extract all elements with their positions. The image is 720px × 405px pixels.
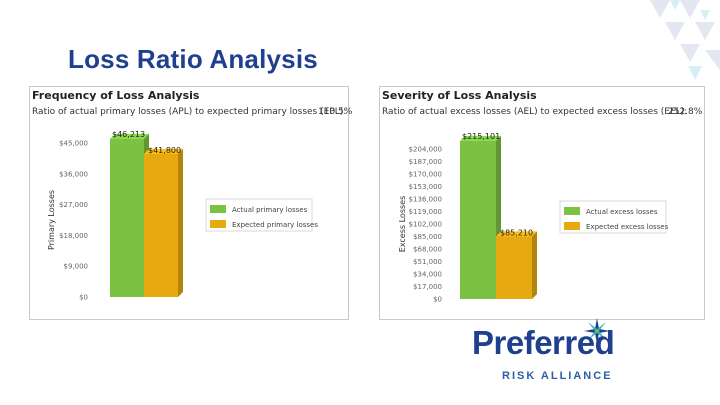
data-label: $85,210 (500, 228, 533, 237)
y-tick-label: $119,000 (409, 208, 442, 216)
y-tick-label: $68,000 (413, 246, 442, 254)
y-tick-label: $17,000 (413, 283, 442, 291)
y-tick-label: $102,000 (409, 221, 442, 229)
chart-title: Severity of Loss Analysis (382, 89, 537, 102)
frequency-chart-panel: Frequency of Loss Analysis Ratio of actu… (29, 86, 353, 320)
data-label: $46,213 (112, 130, 145, 139)
chart-legend: Actual primary losses Expected primary lo… (205, 198, 318, 232)
y-tick-label: $187,000 (409, 158, 442, 166)
y-axis-label: Excess Losses (398, 196, 407, 252)
y-tick-label: $85,000 (413, 233, 442, 241)
compass-star-icon (584, 318, 610, 344)
y-tick-label: $34,000 (413, 271, 442, 279)
legend-label: Actual excess losses (586, 208, 658, 216)
y-tick-label: $18,000 (59, 232, 88, 240)
legend-swatch (564, 222, 580, 230)
severity-chart-panel: Severity of Loss Analysis Ratio of actua… (379, 86, 705, 320)
data-label: $215,101 (462, 132, 500, 141)
y-tick-label: $153,000 (409, 183, 442, 191)
legend-swatch (564, 207, 580, 215)
y-axis-label: Primary Losses (47, 190, 56, 250)
bar-actual (460, 135, 501, 299)
y-tick-label: $170,000 (409, 171, 442, 179)
y-tick-label: $136,000 (409, 196, 442, 204)
y-tick-label: $51,000 (413, 258, 442, 266)
ratio-value: 110.5% (318, 107, 353, 117)
logo-tagline: RISK ALLIANCE (502, 370, 613, 382)
y-tick-label: $204,000 (409, 146, 442, 154)
frequency-bar-chart: $0 $9,000 $18,000 $27,000 $36,000 $45,000 Prim… (47, 130, 318, 302)
y-tick-label: $36,000 (59, 170, 88, 178)
chart-subtitle: Ratio of actual primary losses (APL) to … (32, 107, 347, 117)
data-label: $41,800 (148, 146, 181, 155)
y-tick-label: $0 (433, 296, 442, 304)
y-tick-label: $45,000 (59, 140, 88, 148)
company-logo: Preferred RISK ALLIANCE (472, 318, 672, 390)
chart-legend: Actual excess losses Expected excess loss… (559, 200, 669, 234)
legend-label: Expected excess losses (586, 223, 669, 231)
legend-swatch (210, 205, 226, 213)
y-tick-label: $9,000 (64, 263, 89, 271)
bar-expected (144, 148, 183, 297)
ratio-value: 252.8% (668, 107, 703, 117)
decorative-corner-pattern (610, 0, 720, 100)
y-tick-label: $27,000 (59, 201, 88, 209)
legend-label: Actual primary losses (232, 206, 308, 214)
legend-label: Expected primary losses (232, 221, 318, 229)
legend-swatch (210, 220, 226, 228)
bar-actual (110, 133, 149, 297)
slide-title: Loss Ratio Analysis (68, 44, 318, 74)
logo-wordmark: Preferred (472, 324, 615, 361)
severity-bar-chart: $0 $17,000 $34,000 $51,000 $68,000 $85,000 $10… (398, 132, 669, 304)
y-tick-label: $0 (79, 294, 88, 302)
chart-subtitle: Ratio of actual excess losses (AEL) to e… (382, 107, 688, 117)
chart-title: Frequency of Loss Analysis (32, 89, 200, 102)
bar-expected (496, 231, 537, 299)
